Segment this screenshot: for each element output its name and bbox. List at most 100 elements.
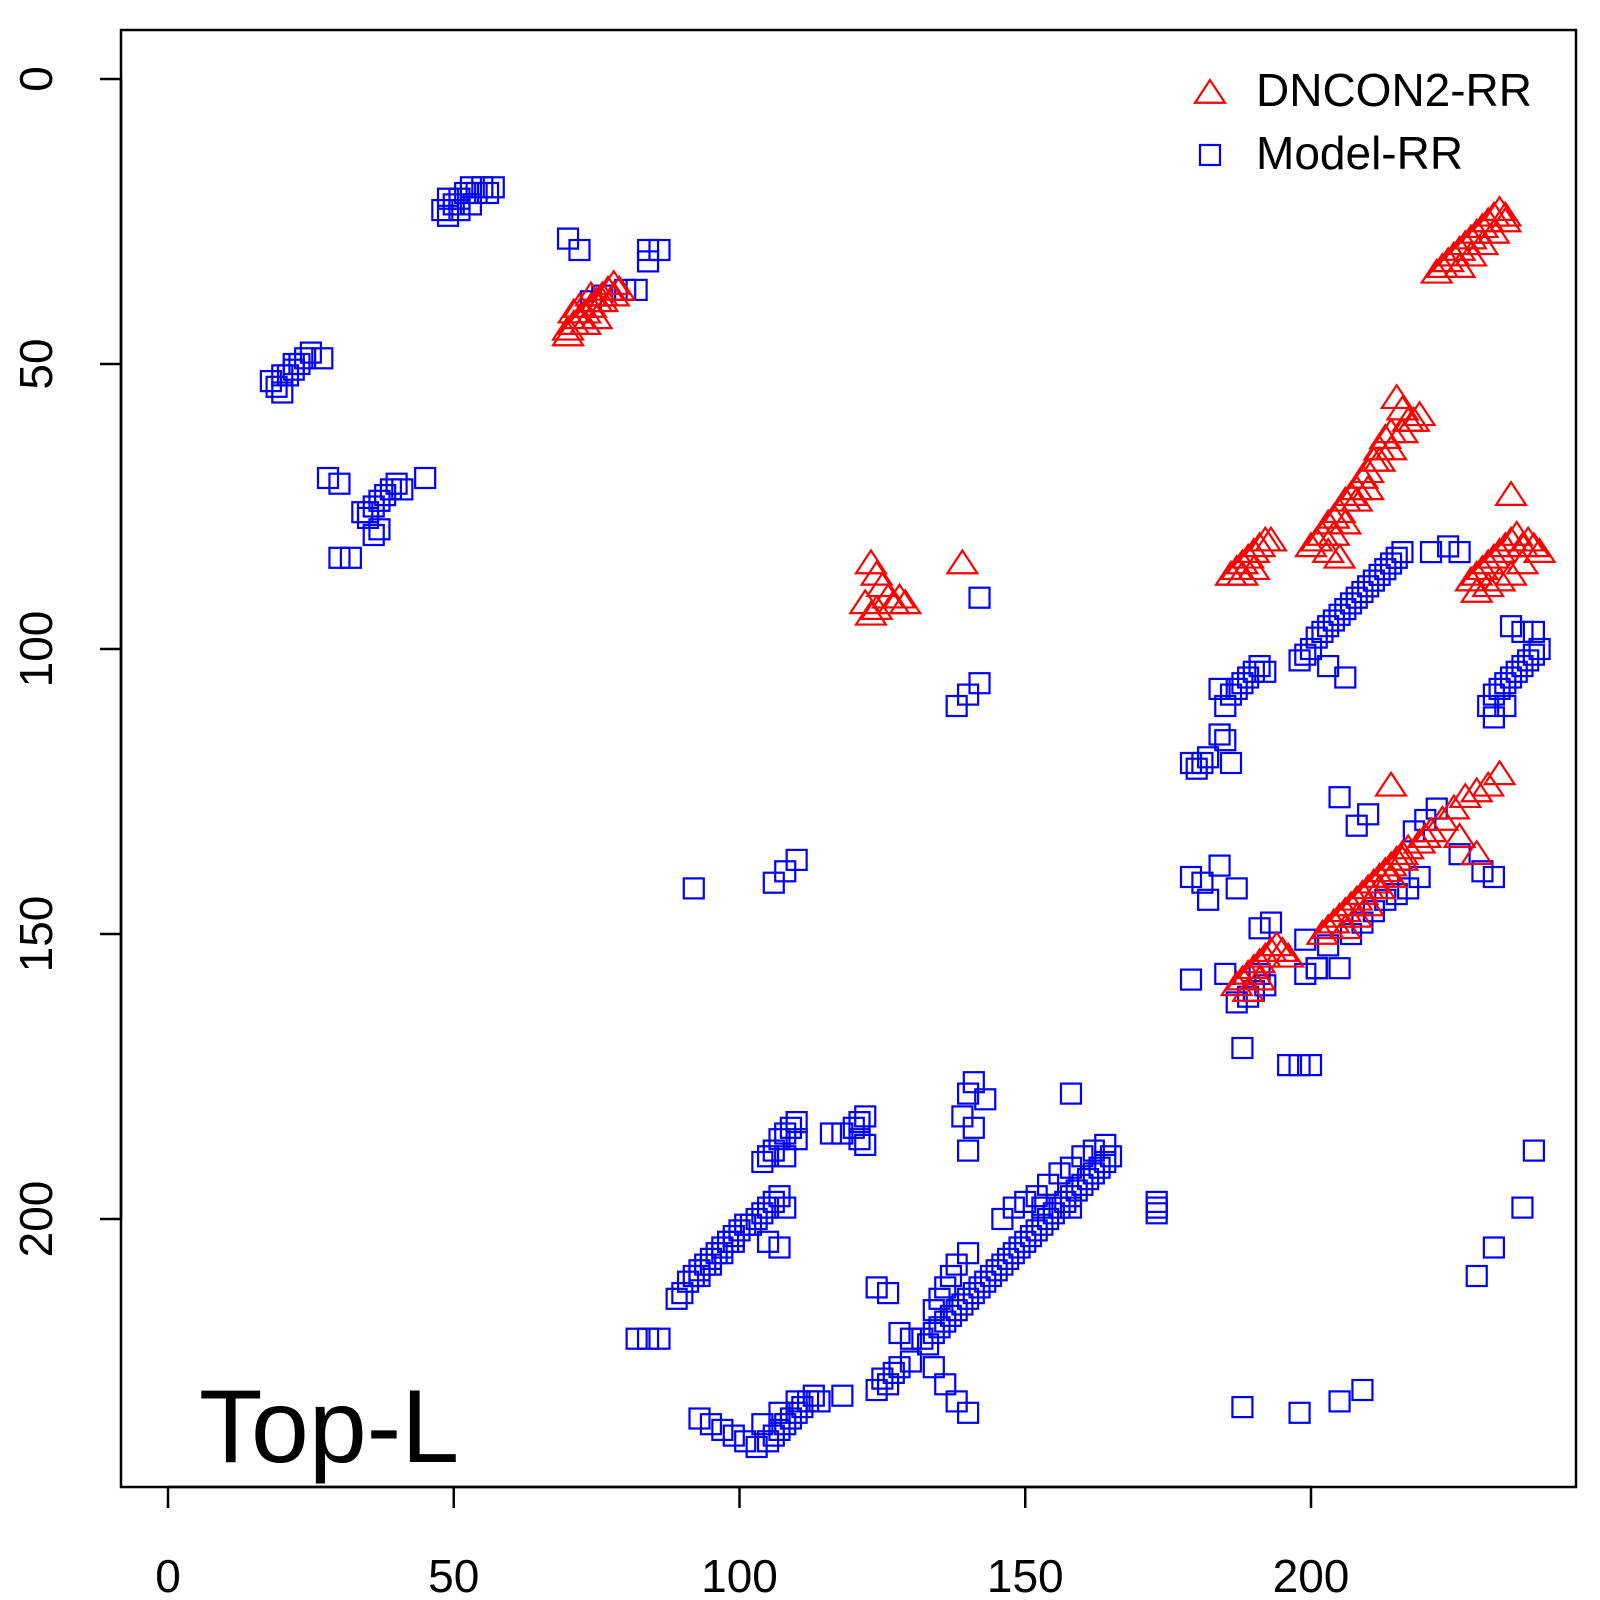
model-rr-point: [1311, 620, 1334, 644]
model-rr-point: [785, 848, 808, 872]
model-rr-point: [991, 1253, 1014, 1276]
model-rr-point: [968, 672, 991, 695]
model-rr-point: [328, 472, 351, 495]
model-rr-point: [271, 381, 294, 404]
model-rr-point: [1248, 654, 1271, 678]
dncon2-rr-point: [1225, 559, 1260, 586]
legend-square-icon: [1198, 143, 1222, 167]
model-rr-point: [1328, 1390, 1351, 1413]
model-rr-point: [756, 1145, 780, 1168]
dncon2-rr-point: [1254, 525, 1288, 552]
model-rr-point: [916, 1333, 940, 1356]
model-rr-point: [682, 877, 705, 900]
model-rr-point: [1465, 1264, 1488, 1288]
model-rr-point: [1288, 1053, 1311, 1077]
model-rr-point: [1494, 672, 1517, 695]
model-rr-point: [259, 370, 282, 393]
model-rr-point: [1317, 934, 1340, 957]
model-rr-point: [1499, 666, 1523, 689]
model-rr-point: [722, 1230, 745, 1253]
dncon2-rr-point: [1322, 901, 1357, 928]
dncon2-rr-point: [1322, 542, 1357, 569]
model-rr-point: [328, 546, 351, 569]
model-rr-point: [734, 1430, 757, 1453]
model-rr-point: [779, 1407, 803, 1430]
model-rr-point: [665, 1287, 688, 1310]
model-rr-point: [928, 1287, 951, 1310]
model-rr-point: [1219, 751, 1243, 775]
model-rr-point: [968, 586, 991, 609]
y-tick-label: 200: [10, 1181, 62, 1258]
model-rr-point: [442, 193, 465, 216]
dncon2-rr-point: [1425, 804, 1460, 831]
model-rr-point: [888, 1321, 911, 1345]
model-rr-point: [556, 227, 580, 250]
model-rr-point: [676, 1270, 700, 1293]
dncon2-rr-point: [1351, 890, 1386, 917]
model-rr-point: [1037, 1207, 1060, 1231]
model-rr-point: [865, 1378, 888, 1402]
model-rr-point: [1094, 1133, 1117, 1157]
dncon2-rr-point: [1299, 525, 1334, 552]
dncon2-rr-point: [1488, 206, 1523, 233]
model-rr-point: [699, 1413, 723, 1436]
model-rr-point: [779, 1116, 803, 1139]
model-rr-point: [1031, 1196, 1054, 1219]
model-rr-point: [751, 1150, 774, 1174]
model-rr-point: [1505, 660, 1528, 683]
model-rr-point: [1259, 911, 1283, 934]
model-rr-point: [1208, 677, 1231, 701]
dncon2-rr-point: [1385, 844, 1420, 871]
dncon2-rr-point: [1345, 462, 1380, 489]
model-rr-point: [1328, 786, 1351, 809]
legend-label: DNCON2-RR: [1256, 64, 1532, 116]
dncon2-rr-point: [1259, 930, 1294, 957]
model-rr-point: [1042, 1202, 1065, 1225]
dncon2-rr-point: [1402, 400, 1437, 427]
model-rr-point: [1237, 985, 1260, 1008]
model-rr-point: [819, 1122, 843, 1145]
model-rr-point: [294, 347, 317, 370]
y-tick-label: 100: [10, 611, 62, 688]
model-rr-point: [945, 1299, 968, 1322]
model-rr-point: [448, 199, 471, 222]
model-rr-point: [385, 472, 408, 495]
model-rr-point: [1225, 877, 1248, 900]
model-rr-point: [1482, 865, 1505, 889]
model-rr-point: [1299, 1053, 1323, 1077]
dncon2-rr-point: [1368, 423, 1403, 449]
model-rr-point: [1317, 615, 1340, 638]
dncon2-rr-point: [1356, 867, 1391, 894]
dncon2-rr-point: [1522, 537, 1557, 563]
model-rr-point: [876, 1281, 900, 1305]
model-rr-point: [368, 489, 391, 512]
model-rr-point: [1014, 1190, 1037, 1214]
model-rr-point: [1517, 649, 1540, 672]
model-rr-point: [888, 1356, 911, 1379]
model-rr-point: [1059, 1082, 1083, 1105]
model-rr-point: [1299, 637, 1323, 661]
model-rr-point: [1225, 991, 1248, 1014]
model-rr-point: [768, 1401, 791, 1424]
x-tick-label: 0: [155, 1550, 181, 1600]
model-rr-point: [911, 1327, 934, 1350]
series-dncon2-rr: [551, 195, 1557, 1002]
model-rr-point: [1408, 865, 1431, 889]
model-rr-point: [991, 1207, 1014, 1231]
model-rr-point: [459, 193, 482, 216]
model-rr-point: [785, 1110, 808, 1134]
model-rr-point: [756, 1196, 780, 1219]
model-rr-point: [1391, 540, 1414, 564]
dncon2-rr-point: [1328, 913, 1363, 940]
model-rr-point: [368, 518, 391, 541]
model-rr-point: [271, 364, 294, 387]
model-rr-point: [939, 1304, 963, 1328]
model-rr-point: [688, 1264, 711, 1288]
dncon2-rr-point: [1339, 901, 1374, 928]
model-rr-point: [1208, 723, 1231, 746]
model-rr-point: [1082, 1139, 1105, 1162]
model-rr-point: [648, 1327, 671, 1350]
model-rr-point: [1019, 1224, 1043, 1248]
model-rr-point: [762, 871, 785, 894]
